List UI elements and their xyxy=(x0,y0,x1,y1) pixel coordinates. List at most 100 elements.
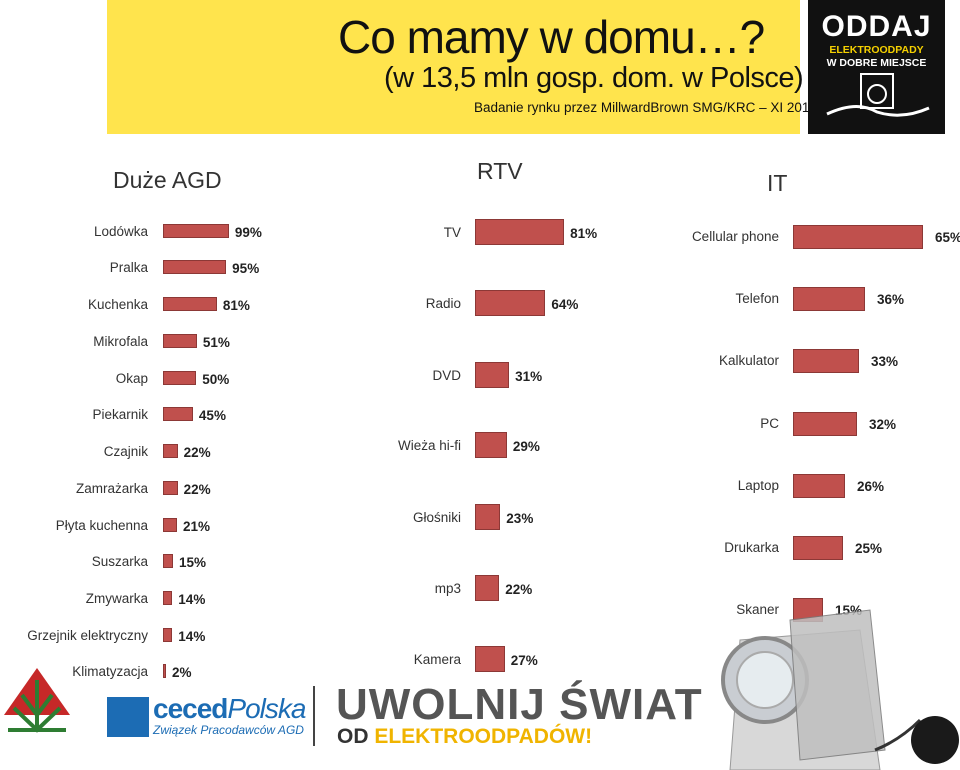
value-label-klimatyzacja: 2% xyxy=(172,665,192,680)
col-header-agd: Duże AGD xyxy=(113,167,222,193)
value-label-drukarka: 25% xyxy=(855,541,883,556)
value-label-dvd: 31% xyxy=(515,369,543,384)
col-header-it: IT xyxy=(767,170,788,196)
value-label-cellular-phone: 65% xyxy=(935,230,960,245)
bar-klimatyzacja xyxy=(163,664,166,678)
value-label-plyta-kuchenna: 21% xyxy=(182,519,210,534)
bar-kuchenka xyxy=(163,297,217,311)
value-label-laptop: 26% xyxy=(857,479,885,494)
value-label-kuchenka: 81% xyxy=(222,298,250,313)
bar-pralka xyxy=(163,260,227,274)
bar-wieza-hi-fi xyxy=(475,432,507,458)
ceced-logo-text: cecedPolska xyxy=(153,693,306,724)
category-label-klimatyzacja: Klimatyzacja xyxy=(72,664,148,679)
category-label-telefon: Telefon xyxy=(735,291,779,306)
source-note: Badanie rynku przez MillwardBrown SMG/KR… xyxy=(474,100,824,115)
category-label-radio: Radio xyxy=(425,296,461,311)
bar-dvd xyxy=(475,362,510,388)
bar-tv xyxy=(475,219,565,245)
category-label-kuchenka: Kuchenka xyxy=(87,297,148,312)
bar-plyta-kuchenna xyxy=(163,518,177,532)
category-label-tv: TV xyxy=(443,225,461,240)
value-label-piekarnik: 45% xyxy=(198,408,226,423)
bar-zmywarka xyxy=(163,591,173,605)
nfosigw-logo xyxy=(4,668,70,733)
hand-washing-machine-icon xyxy=(825,73,930,117)
bar-telefon xyxy=(793,287,865,311)
value-label-radio: 64% xyxy=(551,297,579,312)
bar-suszarka xyxy=(163,554,173,568)
category-label-wieza-hi-fi: Wieża hi-fi xyxy=(397,438,461,453)
ceced-logo-subtitle: Związek Pracodawców AGD xyxy=(153,723,304,737)
category-label-cellular-phone: Cellular phone xyxy=(691,229,779,244)
bar-glosniki xyxy=(475,504,501,530)
value-label-pc: 32% xyxy=(869,417,897,432)
category-label-kalkulator: Kalkulator xyxy=(718,353,779,368)
category-label-mikrofala: Mikrofala xyxy=(93,334,148,349)
category-label-piekarnik: Piekarnik xyxy=(92,407,148,422)
value-label-zamrazarka: 22% xyxy=(183,482,211,497)
value-label-wieza-hi-fi: 29% xyxy=(512,439,540,454)
bar-laptop xyxy=(793,474,845,498)
bar-drukarka xyxy=(793,536,843,560)
title-banner xyxy=(107,0,800,134)
bar-kalkulator xyxy=(793,349,859,373)
category-label-lodowka: Lodówka xyxy=(93,224,148,239)
campaign-slogan-2: OD ELEKTROODPADÓW! xyxy=(337,725,593,748)
bar-lodowka xyxy=(163,224,229,238)
category-label-skaner: Skaner xyxy=(736,602,779,617)
bar-mikrofala xyxy=(163,334,197,348)
value-label-tv: 81% xyxy=(570,226,598,241)
campaign-slogan: UWOLNIJ ŚWIAT xyxy=(336,680,703,729)
category-label-pralka: Pralka xyxy=(109,260,148,275)
category-label-laptop: Laptop xyxy=(737,478,779,493)
value-label-glosniki: 23% xyxy=(506,511,534,526)
value-label-grzejnik-elektryczny: 14% xyxy=(178,629,206,644)
washing-machine-illustration xyxy=(721,609,959,770)
bar-grzejnik-elektryczny xyxy=(163,628,173,642)
value-label-suszarka: 15% xyxy=(178,555,206,570)
category-label-grzejnik-elektryczny: Grzejnik elektryczny xyxy=(27,628,148,643)
value-label-mikrofala: 51% xyxy=(202,335,230,350)
bar-radio xyxy=(475,290,546,316)
col-header-rtv: RTV xyxy=(477,158,523,184)
value-label-czajnik: 22% xyxy=(183,445,211,460)
category-label-pc: PC xyxy=(760,416,779,431)
oddaj-logo: ODDAJ ELEKTROODPADY W DOBRE MIEJSCE xyxy=(808,0,945,134)
value-label-okap: 50% xyxy=(202,372,230,387)
bar-zamrazarka xyxy=(163,481,178,495)
category-label-kamera: Kamera xyxy=(413,652,461,667)
oddaj-logo-line3: W DOBRE MIEJSCE xyxy=(826,57,927,69)
value-label-pralka: 95% xyxy=(232,261,260,276)
category-label-plyta-kuchenna: Płyta kuchenna xyxy=(55,518,148,533)
category-label-zamrazarka: Zamrażarka xyxy=(75,481,148,496)
value-label-kamera: 27% xyxy=(510,653,538,668)
bar-czajnik xyxy=(163,444,178,458)
value-label-kalkulator: 33% xyxy=(871,354,899,369)
category-label-drukarka: Drukarka xyxy=(724,540,779,555)
oddaj-logo-title: ODDAJ xyxy=(821,10,932,43)
bar-piekarnik xyxy=(163,407,193,421)
page-subtitle: (w 13,5 mln gosp. dom. w Polsce) xyxy=(384,62,804,94)
page-title: Co mamy w domu…? xyxy=(338,11,765,63)
value-label-zmywarka: 14% xyxy=(178,592,206,607)
category-label-okap: Okap xyxy=(115,371,148,386)
ceced-logo: cecedPolska Związek Pracodawców AGD xyxy=(107,693,306,739)
value-label-lodowka: 99% xyxy=(234,225,262,240)
category-label-dvd: DVD xyxy=(432,368,461,383)
bar-mp3 xyxy=(475,575,500,601)
footer-divider xyxy=(313,686,315,746)
ceced-mark-icon xyxy=(107,697,149,737)
category-label-glosniki: Głośniki xyxy=(412,510,461,525)
bar-okap xyxy=(163,371,197,385)
category-label-mp3: mp3 xyxy=(434,581,461,596)
category-label-zmywarka: Zmywarka xyxy=(85,591,148,606)
bar-kamera xyxy=(475,646,505,672)
value-label-mp3: 22% xyxy=(505,582,533,597)
bar-pc xyxy=(793,412,857,436)
oddaj-logo-line2: ELEKTROODPADY xyxy=(829,44,924,56)
category-label-czajnik: Czajnik xyxy=(103,444,148,459)
category-label-suszarka: Suszarka xyxy=(91,554,148,569)
value-label-telefon: 36% xyxy=(877,292,905,307)
bar-cellular-phone xyxy=(793,225,923,249)
